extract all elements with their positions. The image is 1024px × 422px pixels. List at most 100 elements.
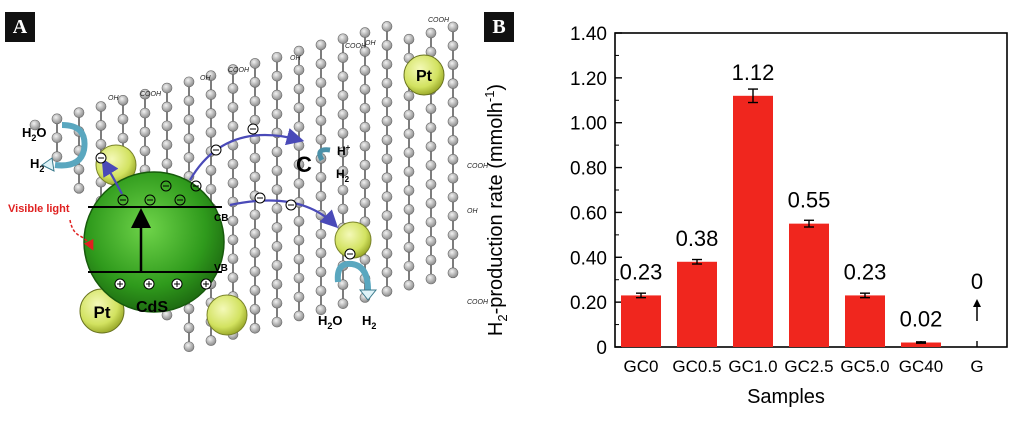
carbon-atom [315,247,327,259]
carbon-atom [293,272,305,284]
carbon-atom [337,203,349,215]
y-tick-label: 1.20 [570,69,607,90]
carbon-atom [139,88,151,100]
carbon-atom [447,97,459,108]
data-label: 0.02 [900,307,943,332]
y-tick-label: 1.00 [570,114,607,135]
carbon-atom [205,183,217,195]
carbon-atom [205,127,217,138]
y-tick-label: 0.60 [570,203,607,224]
svg-text:H2-production rate (mmolh-1): H2-production rate (mmolh-1) [482,84,510,336]
carbon-atom [51,113,63,125]
carbon-atom [161,139,173,151]
pt-particle-small [206,294,248,336]
cds-particle: CB VB CdS [83,171,228,316]
carbon-atom [315,77,327,89]
functional-groups: OH COOH OH COOH OH COOH COOH OH COOH OH … [108,17,489,306]
bar-gc40 [901,342,941,347]
carbon-atom [271,146,283,158]
bar-gc0-5 [677,261,717,347]
carbon-atom [249,247,261,258]
carbon-atom [447,59,459,71]
carbon-atom [447,154,459,165]
carbon-atom [271,316,283,328]
data-label: 1.12 [732,60,775,85]
carbon-atom [425,27,437,39]
carbon-atom [359,140,371,152]
carbon-atom [293,159,305,170]
svg-text:VB: VB [214,263,228,274]
carbon-atom [403,260,415,272]
carbon-atom [403,242,415,253]
oh-label: OH [108,95,119,102]
carbon-atom [117,95,129,106]
carbon-atom [337,52,349,63]
carbon-atom [227,215,239,227]
y-tick-label: 0.40 [570,248,607,269]
carbon-atom [249,171,261,183]
bar-chart-svg: H2-production rate (mmolh-1) Samples 0 0.… [482,24,1008,408]
carbon-atom [403,109,415,121]
pt-particle-top: Pt [403,54,445,96]
cooh-label: COOH [467,299,489,306]
carbon-atom [425,198,437,209]
carbon-atom [381,115,393,127]
carbon-atom [205,335,217,346]
carbon-atom [205,70,217,82]
carbon-atom [249,266,261,277]
carbon-atom [183,341,195,353]
cooh-label: COOH [467,163,489,170]
carbon-atom [315,39,327,51]
carbon-atom [315,115,327,126]
visible-light-indicator: Visible light [8,203,94,251]
carbon-atom [271,297,283,309]
carbon-atom [249,228,261,239]
oh-label: OH [290,55,301,62]
carbon-atom [117,113,129,125]
carbon-atom [337,109,349,120]
carbon-atom [293,253,305,265]
carbon-atom [293,216,305,227]
carbon-atom [183,114,195,126]
cooh-label: COOH [228,67,250,74]
panel-a-schematic: OH COOH OH COOH OH COOH COOH OH COOH OH … [0,0,515,417]
carbon-atom [403,204,415,215]
carbon-atom [73,183,85,194]
carbon-atom [359,159,371,171]
carbon-atom [315,304,327,316]
carbon-atom [425,254,437,266]
error-bar [804,219,814,228]
carbon-atom [95,139,107,150]
carbon-atom [381,40,393,51]
carbon-atom [425,179,437,190]
carbon-atom [227,64,239,75]
carbon-atom [293,178,305,189]
carbon-atom [51,132,63,144]
carbon-atom [425,160,437,171]
error-bar [916,341,926,344]
carbon-atom [249,114,261,126]
carbon-atom [183,322,195,334]
carbon-atom [271,278,283,290]
carbon-atom [271,51,283,63]
carbon-atom [425,103,437,115]
svg-text:Pt: Pt [416,68,433,85]
carbon-atom [337,33,349,45]
carbon-atom [447,172,459,184]
carbon-atom [293,121,305,133]
x-axis-label: Samples [747,386,825,408]
carbon-atom [359,84,371,95]
carbon-atom [73,107,85,118]
carbon-atom [73,164,85,175]
carbon-atom [447,116,459,127]
carbon-atom [293,234,305,246]
panel-b-chart: H2-production rate (mmolh-1) Samples 0 0.… [470,0,1024,417]
carbon-atom [271,108,283,120]
carbon-atom [29,119,41,131]
carbon-atom [359,65,371,76]
carbon-atom [271,203,283,214]
carbon-atom [337,128,349,139]
svg-text:H2: H2 [30,156,44,174]
carbon-atom [337,279,349,291]
cooh-label: COOH [140,91,162,98]
